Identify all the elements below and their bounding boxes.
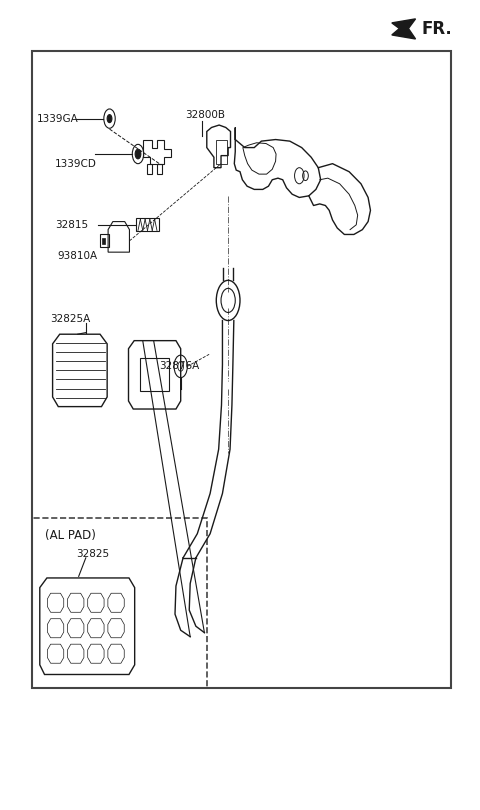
- Text: 32876A: 32876A: [159, 361, 200, 372]
- Text: 1339GA: 1339GA: [37, 113, 79, 124]
- Bar: [140, 358, 169, 391]
- Bar: [102, 237, 105, 244]
- Polygon shape: [392, 19, 416, 39]
- Bar: [32, 518, 207, 688]
- Bar: [136, 219, 159, 231]
- Text: 32815: 32815: [55, 220, 88, 230]
- Text: 32825: 32825: [76, 549, 109, 559]
- Bar: [99, 234, 109, 247]
- Text: 32825A: 32825A: [50, 314, 90, 324]
- Text: FR.: FR.: [421, 19, 452, 37]
- Text: 1339CD: 1339CD: [55, 159, 97, 168]
- Circle shape: [135, 149, 141, 159]
- Text: 93810A: 93810A: [57, 251, 97, 261]
- Circle shape: [107, 114, 112, 122]
- Text: 32800B: 32800B: [185, 110, 226, 121]
- Text: (AL PAD): (AL PAD): [46, 529, 96, 542]
- Bar: [216, 139, 227, 164]
- Bar: [32, 51, 451, 688]
